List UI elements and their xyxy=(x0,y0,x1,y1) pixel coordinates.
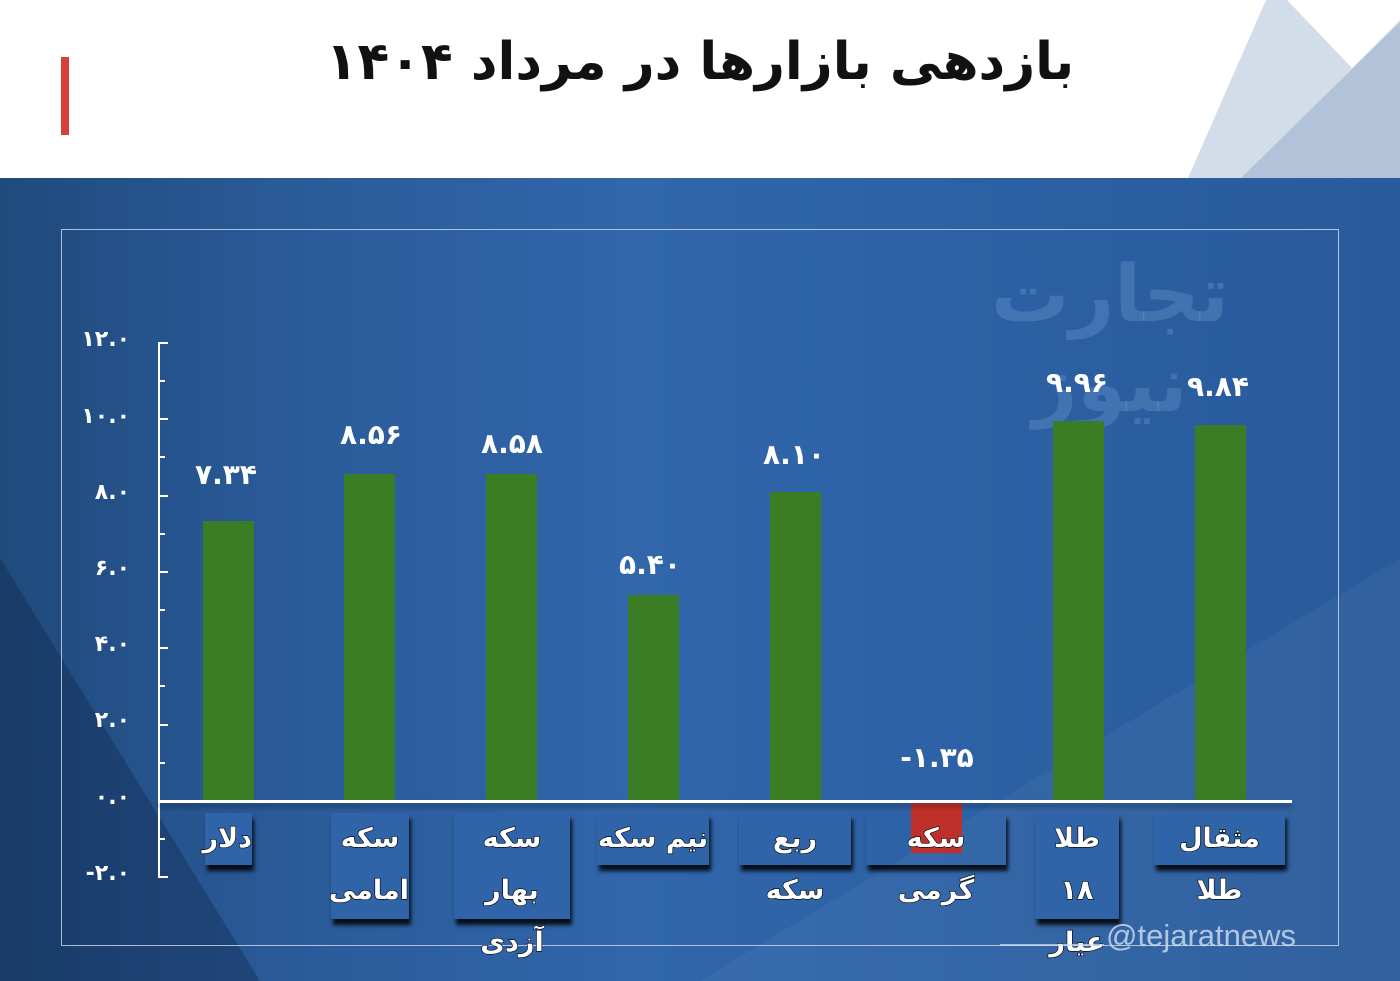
handle-divider xyxy=(1000,944,1104,946)
value-label: ۸.۱۰ xyxy=(763,438,825,471)
y-tick-label: ۱۲.۰ xyxy=(81,327,130,352)
value-label: -۱.۳۵ xyxy=(900,741,974,774)
tick-major xyxy=(158,342,168,344)
category-label-emami-coin: سکه امامی xyxy=(328,813,410,919)
tick-minor xyxy=(158,838,165,840)
bar-18k-gold xyxy=(1053,420,1104,801)
category-label-18k-gold: طلا ۱۸ عیار xyxy=(1035,813,1119,959)
tick-major xyxy=(158,571,168,573)
tick-minor xyxy=(158,762,165,764)
bar-emami-coin xyxy=(344,474,395,801)
page-title: بازدهی بازارها در مرداد ۱۴۰۴ xyxy=(325,32,1075,92)
tick-major xyxy=(158,418,168,420)
tick-minor xyxy=(158,685,165,687)
category-label-gram-coin: سکه گرمی xyxy=(866,813,1006,906)
y-tick-label: -۲.۰ xyxy=(85,861,130,886)
y-tick-label: ۴.۰ xyxy=(94,632,130,657)
category-text: سکه xyxy=(340,822,400,854)
bar-bahar-azadi-coin xyxy=(486,473,537,801)
category-text: ربع سکه xyxy=(765,822,825,906)
bar-dollar xyxy=(203,520,254,801)
category-text: مثقال طلا xyxy=(1179,822,1261,906)
y-tick-label: ۸.۰ xyxy=(94,480,130,505)
value-label: ۸.۵۸ xyxy=(481,427,543,460)
tick-major xyxy=(158,724,168,726)
bar-mesghal-gold xyxy=(1195,425,1246,801)
value-label: ۸.۵۶ xyxy=(340,418,402,451)
category-text: طلا ۱۸ xyxy=(1053,822,1100,906)
value-label: ۵.۴۰ xyxy=(619,548,681,581)
tick-minor xyxy=(158,533,165,535)
social-handle: @tejaratnews xyxy=(1106,918,1296,953)
category-text: نیم سکه xyxy=(597,822,709,854)
bar-quarter-coin xyxy=(770,491,821,801)
category-text: دلار xyxy=(202,822,253,854)
category-text: سکه گرمی xyxy=(897,822,975,906)
value-label: ۹.۹۶ xyxy=(1046,366,1108,399)
category-label-half-coin: نیم سکه xyxy=(597,813,709,865)
tick-minor xyxy=(158,456,165,458)
chart-frame xyxy=(61,229,1339,946)
y-tick-label: ۰.۰ xyxy=(94,785,130,810)
category-text: سکه بهار xyxy=(482,822,542,906)
tick-major xyxy=(158,647,168,649)
tick-minor xyxy=(158,380,165,382)
y-tick-label: ۲.۰ xyxy=(94,708,130,733)
value-label: ۹.۸۴ xyxy=(1187,370,1249,403)
category-text: آزدی xyxy=(480,926,545,958)
category-text: عیار xyxy=(1049,926,1105,958)
tick-major xyxy=(158,495,168,497)
y-tick-label: ۱۰.۰ xyxy=(81,404,130,429)
value-label: ۷.۳۴ xyxy=(195,458,257,491)
red-accent-bar xyxy=(61,57,69,135)
category-text: امامی xyxy=(328,874,409,906)
category-label-quarter-coin: ربع سکه xyxy=(739,813,851,907)
bar-half-coin xyxy=(628,594,679,801)
decorative-triangles-icon xyxy=(1188,0,1400,178)
tick-minor xyxy=(158,609,165,611)
x-axis-baseline xyxy=(158,800,1292,803)
bar-gram-coin xyxy=(911,801,962,853)
category-label-bahar-azadi-coin: سکه بهار آزدی xyxy=(454,813,570,959)
category-label-dollar: دلار xyxy=(202,813,253,865)
tick-major xyxy=(158,876,168,878)
header: بازدهی بازارها در مرداد ۱۴۰۴ xyxy=(0,0,1400,178)
y-tick-label: ۶.۰ xyxy=(94,556,130,581)
category-label-mesghal-gold: مثقال طلا xyxy=(1154,813,1285,907)
logo-watermark: تجارت نیوز xyxy=(990,250,1230,430)
